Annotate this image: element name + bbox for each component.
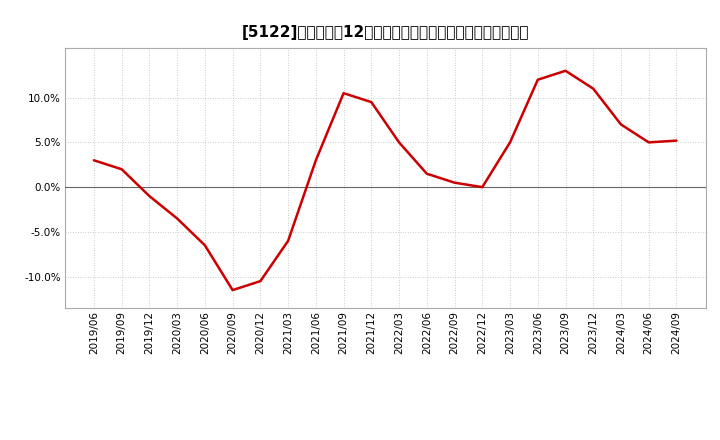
Title: [5122]　売上高の12か月移動合計の対前年同期増減率の推移: [5122] 売上高の12か月移動合計の対前年同期増減率の推移 xyxy=(241,25,529,40)
